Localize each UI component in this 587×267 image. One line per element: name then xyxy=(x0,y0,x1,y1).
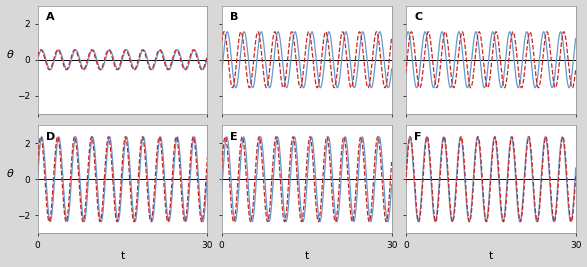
Text: D: D xyxy=(46,132,55,142)
Text: E: E xyxy=(230,132,238,142)
Text: F: F xyxy=(414,132,422,142)
Text: A: A xyxy=(46,12,55,22)
X-axis label: t: t xyxy=(488,252,493,261)
Y-axis label: $\theta$: $\theta$ xyxy=(5,167,14,179)
Text: C: C xyxy=(414,12,423,22)
X-axis label: t: t xyxy=(305,252,309,261)
Y-axis label: $\theta$: $\theta$ xyxy=(5,48,14,60)
Text: B: B xyxy=(230,12,238,22)
X-axis label: t: t xyxy=(120,252,124,261)
